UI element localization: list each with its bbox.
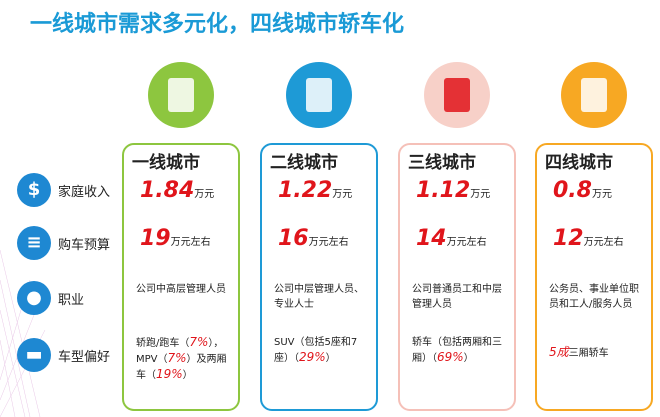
car-preference: 轿车（包括两厢和三厢）（69%）	[412, 335, 510, 366]
car-text: ）	[463, 353, 474, 364]
car-text: 轿车（包括两厢和三厢）（	[412, 337, 502, 364]
car-preference: 5成三厢轿车	[549, 345, 647, 361]
car-text: ）及两厢车（	[136, 354, 227, 381]
column-name: 一线城市	[132, 153, 200, 173]
car-text: ）	[182, 370, 193, 381]
car-share: 19%	[156, 367, 183, 381]
budget: 19万元左右	[140, 226, 211, 251]
car-text: ），MPV（	[136, 338, 224, 365]
occupation: 公司普通员工和中层管理人员	[412, 284, 502, 310]
budget-value: 16	[278, 226, 309, 251]
budget: 16万元左右	[278, 226, 349, 251]
car-share: 5成	[549, 345, 569, 359]
budget: 14万元左右	[416, 226, 487, 251]
column-box	[398, 143, 516, 411]
occupation: 公司中高层管理人员	[136, 284, 226, 295]
icon-glyph	[306, 78, 332, 112]
row-icon: $	[17, 173, 51, 207]
income-unit: 万元	[470, 189, 491, 200]
column-box	[535, 143, 653, 411]
car-text: 三厢轿车	[568, 348, 609, 359]
column-icon	[424, 62, 490, 128]
car-share: 29%	[299, 350, 326, 364]
column-icon	[286, 62, 352, 128]
column-name: 四线城市	[545, 153, 613, 173]
car-share: 7%	[167, 351, 187, 365]
column-icon	[561, 62, 627, 128]
car-share: 69%	[437, 350, 464, 364]
occupation: 公司中层管理人员、专业人士	[274, 284, 364, 310]
column-name: 二线城市	[270, 153, 338, 173]
icon-glyph	[168, 78, 194, 112]
income-unit: 万元	[194, 189, 215, 200]
column-icon	[148, 62, 214, 128]
income-value: 0.8	[553, 178, 592, 203]
car-text: 轿跑/跑车（	[136, 338, 190, 349]
column-name: 三线城市	[408, 153, 476, 173]
income-value: 1.12	[416, 178, 471, 203]
income-value: 1.84	[140, 178, 195, 203]
row-label: 购车预算	[58, 238, 111, 253]
car-text: SUV（包括5座和7座）（	[274, 337, 358, 364]
income: 1.84万元	[140, 178, 214, 203]
budget-unit: 万元左右	[170, 237, 211, 248]
row-icon: ●	[17, 281, 51, 315]
budget-unit: 万元左右	[583, 237, 624, 248]
budget-unit: 万元左右	[446, 237, 487, 248]
row-label: 车型偏好	[58, 350, 111, 365]
budget: 12万元左右	[553, 226, 624, 251]
row-label: 家庭收入	[58, 185, 111, 200]
icon-glyph	[581, 78, 607, 112]
income-unit: 万元	[332, 189, 353, 200]
row-icon: ▬	[17, 338, 51, 372]
income: 1.12万元	[416, 178, 490, 203]
row-icon: ≡	[17, 226, 51, 260]
car-share: 7%	[189, 335, 209, 349]
income: 1.22万元	[278, 178, 352, 203]
car-preference: 轿跑/跑车（7%），MPV（7%）及两厢车（19%）	[136, 335, 234, 383]
income-value: 1.22	[278, 178, 333, 203]
income: 0.8万元	[553, 178, 612, 203]
income-unit: 万元	[591, 189, 612, 200]
budget-value: 14	[416, 226, 447, 251]
car-preference: SUV（包括5座和7座）（29%）	[274, 335, 372, 366]
column-box	[260, 143, 378, 411]
budget-unit: 万元左右	[308, 237, 349, 248]
occupation: 公务员、事业单位职员和工人/服务人员	[549, 284, 639, 310]
budget-value: 12	[553, 226, 584, 251]
column-box	[122, 143, 240, 411]
title: 一线城市需求多元化，四线城市轿车化	[30, 12, 405, 37]
budget-value: 19	[140, 226, 171, 251]
car-text: ）	[325, 353, 336, 364]
icon-glyph	[444, 78, 470, 112]
row-label: 职业	[58, 293, 85, 308]
